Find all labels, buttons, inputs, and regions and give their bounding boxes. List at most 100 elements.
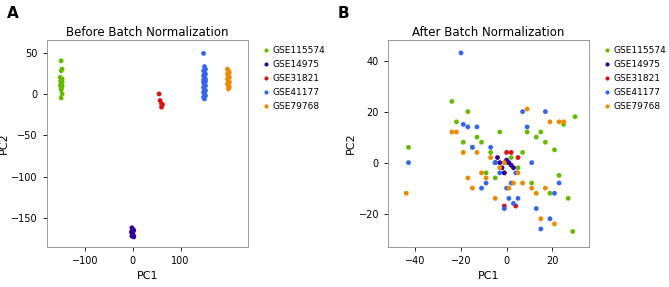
Point (494, 160, 505, 165)
Point (501, 158, 512, 162)
Point (512, 155, 523, 160)
Point (128, 228, 139, 232)
Point (512, 165, 523, 170)
Point (481, 170, 492, 175)
Point (200, 67, 211, 71)
Point (223, 69, 233, 73)
Point (55, 75, 66, 80)
Point (499, 204, 510, 208)
Point (198, 95, 209, 100)
Point (224, 80, 235, 85)
Point (458, 150, 468, 155)
Point (126, 230, 136, 234)
Point (200, 77, 211, 81)
Point (508, 201, 519, 206)
Point (545, 216, 555, 221)
Point (558, 122, 569, 127)
Point (545, 119, 555, 124)
Point (501, 160, 512, 165)
Point (451, 119, 462, 124)
Point (504, 196, 514, 201)
Point (494, 170, 505, 175)
Point (476, 186, 487, 191)
Point (223, 78, 233, 83)
Point (522, 107, 533, 111)
Point (545, 191, 555, 195)
Point (223, 73, 233, 78)
Point (199, 96, 210, 101)
Point (522, 130, 533, 134)
Point (199, 78, 210, 83)
Point (517, 150, 528, 155)
Title: Before Batch Normalization: Before Batch Normalization (66, 26, 228, 39)
Point (403, 160, 414, 165)
Point (156, 105, 167, 109)
Point (531, 206, 542, 211)
Point (56, 82, 66, 86)
Point (554, 119, 565, 124)
Point (467, 145, 478, 150)
Point (549, 191, 560, 195)
Point (472, 150, 482, 155)
Point (198, 85, 209, 90)
Point (506, 150, 516, 155)
Point (128, 230, 138, 235)
Point (199, 70, 210, 75)
Y-axis label: PC2: PC2 (0, 133, 9, 154)
Point (56, 80, 67, 85)
Point (494, 130, 505, 134)
Point (531, 191, 542, 195)
Point (56, 78, 66, 83)
Point (157, 102, 168, 107)
Point (224, 70, 235, 75)
Point (512, 196, 523, 201)
Point (499, 170, 510, 175)
Point (222, 72, 233, 76)
Point (56, 85, 67, 90)
Point (504, 160, 514, 165)
Point (222, 77, 233, 81)
Point (199, 64, 210, 69)
Point (476, 170, 487, 175)
Point (199, 82, 210, 86)
Point (462, 125, 473, 129)
Point (126, 226, 137, 230)
Point (128, 233, 138, 238)
Point (198, 73, 209, 78)
Point (485, 150, 496, 155)
Point (451, 130, 462, 134)
Point (506, 181, 516, 185)
Point (128, 227, 138, 232)
Point (57, 67, 68, 71)
Point (200, 88, 211, 93)
Point (563, 196, 573, 201)
Point (222, 67, 233, 71)
Point (200, 93, 211, 98)
Point (540, 109, 551, 114)
Point (446, 130, 457, 134)
Point (476, 140, 487, 145)
Point (462, 109, 473, 114)
Point (501, 150, 512, 155)
Point (199, 87, 210, 91)
Point (481, 176, 492, 180)
Point (506, 155, 516, 160)
Point (56, 69, 66, 73)
Point (198, 69, 209, 73)
Point (517, 109, 528, 114)
Point (499, 160, 510, 165)
Point (56, 79, 66, 84)
Point (472, 135, 482, 139)
Point (549, 222, 560, 226)
Point (540, 186, 551, 191)
Text: A: A (7, 6, 19, 21)
Point (490, 160, 500, 165)
Point (198, 77, 209, 82)
Point (57, 92, 68, 96)
Point (512, 170, 523, 175)
Point (485, 155, 496, 160)
Point (222, 82, 233, 86)
Point (57, 80, 68, 85)
Point (198, 80, 209, 85)
Point (56, 96, 66, 100)
